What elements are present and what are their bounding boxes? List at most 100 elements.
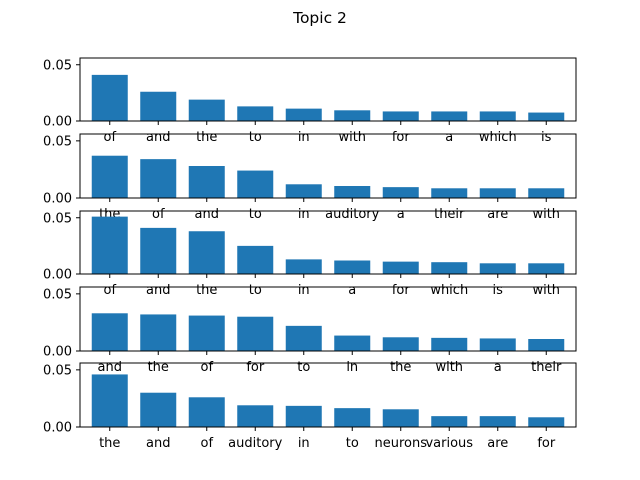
bar-1-9 (479, 111, 516, 121)
x-tick-label: a (494, 360, 502, 375)
bar-5-4 (237, 405, 274, 427)
x-tick-label: to (346, 436, 359, 451)
bar-4-6 (334, 335, 371, 351)
bar-1-1 (91, 74, 128, 122)
bar-2-7 (382, 187, 419, 198)
bar-5-1 (91, 374, 128, 427)
x-tick-label: with (532, 283, 560, 298)
x-tick-label: which (479, 130, 517, 145)
bar-3-7 (382, 261, 419, 275)
bar-5-3 (188, 397, 225, 427)
bar-1-3 (188, 99, 225, 122)
bar-3-9 (479, 263, 516, 274)
bar-5-9 (479, 416, 516, 427)
x-tick-label: the (99, 436, 120, 451)
y-tick-label: 0.05 (43, 363, 72, 378)
figure-title: Topic 2 (292, 9, 347, 27)
x-tick-label: the (196, 283, 217, 298)
bar-3-6 (334, 260, 371, 274)
bar-3-4 (237, 245, 274, 275)
x-tick-label: of (152, 207, 165, 222)
axes-frame (79, 362, 577, 428)
bar-3-5 (285, 259, 322, 275)
axes-frame (79, 133, 577, 199)
axes-frame (79, 286, 577, 352)
bar-1-6 (334, 110, 371, 121)
bar-2-4 (237, 170, 274, 198)
bar-5-5 (285, 405, 322, 427)
bar-3-3 (188, 231, 225, 274)
x-tick-label: to (249, 283, 262, 298)
x-tick-label: and (98, 360, 122, 375)
x-tick-label: neurons (374, 436, 427, 451)
axes-frame (79, 210, 577, 275)
y-tick-label: 0.05 (43, 58, 72, 73)
bar-2-10 (528, 188, 565, 198)
bar-4-10 (528, 339, 565, 351)
x-tick-label: auditory (325, 207, 379, 222)
bar-4-5 (285, 325, 322, 351)
y-tick-label: 0.00 (43, 192, 72, 207)
bar-4-4 (237, 316, 274, 351)
x-tick-label: in (298, 130, 310, 145)
x-tick-label: and (195, 207, 219, 222)
bar-5-10 (528, 417, 565, 427)
x-tick-label: their (531, 360, 562, 375)
x-tick-label: of (200, 360, 213, 375)
x-tick-label: to (249, 207, 262, 222)
bar-5-7 (382, 409, 419, 427)
x-tick-label: the (390, 360, 411, 375)
bar-2-8 (431, 188, 468, 198)
x-tick-label: is (541, 130, 552, 145)
x-tick-label: are (487, 436, 508, 451)
x-tick-label: are (487, 207, 508, 222)
y-tick-label: 0.00 (43, 421, 72, 436)
x-tick-label: for (537, 436, 556, 451)
bar-4-2 (140, 314, 177, 351)
x-tick-label: with (435, 360, 463, 375)
bar-4-8 (431, 337, 468, 351)
subplot-5: 0.00 0.05 the and of auditory in to neuronsvario… (43, 362, 577, 451)
x-tick-label: and (146, 130, 170, 145)
y-tick-label: 0.00 (43, 345, 72, 360)
y-tick-label: 0.00 (43, 115, 72, 130)
x-tick-label: various (425, 436, 473, 451)
bar-3-1 (91, 216, 128, 275)
x-tick-label: the (148, 360, 169, 375)
bar-1-8 (431, 111, 468, 121)
bar-2-2 (140, 159, 177, 198)
x-tick-label: with (338, 130, 366, 145)
bar-1-2 (140, 91, 177, 121)
bar-5-8 (431, 416, 468, 427)
y-tick-label: 0.05 (43, 287, 72, 302)
bar-1-4 (237, 106, 274, 122)
x-tick-label: and (146, 436, 170, 451)
x-tick-label: for (392, 283, 411, 298)
bar-4-7 (382, 337, 419, 351)
bar-2-5 (285, 184, 322, 198)
bar-4-1 (91, 313, 128, 351)
bar-3-2 (140, 227, 177, 275)
x-tick-label: a (445, 130, 453, 145)
x-tick-label: for (392, 130, 411, 145)
x-tick-label: with (532, 207, 560, 222)
x-tick-label: the (196, 130, 217, 145)
bar-2-3 (188, 166, 225, 198)
x-tick-label: in (346, 360, 358, 375)
bar-4-9 (479, 338, 516, 351)
x-tick-label: in (298, 207, 310, 222)
subplot-4: 0.00 0.05 and the of for to in the with a their (43, 286, 577, 375)
x-tick-label: of (200, 436, 213, 451)
x-tick-label: which (430, 283, 468, 298)
bar-1-10 (528, 112, 565, 121)
x-tick-label: in (298, 283, 310, 298)
x-tick-label: to (297, 360, 310, 375)
x-tick-label: of (103, 130, 116, 145)
bar-3-10 (528, 263, 565, 274)
bar-1-7 (382, 111, 419, 121)
x-tick-label: of (103, 283, 116, 298)
bar-3-8 (431, 262, 468, 274)
axes-frame (79, 57, 577, 122)
bar-2-1 (91, 155, 128, 198)
